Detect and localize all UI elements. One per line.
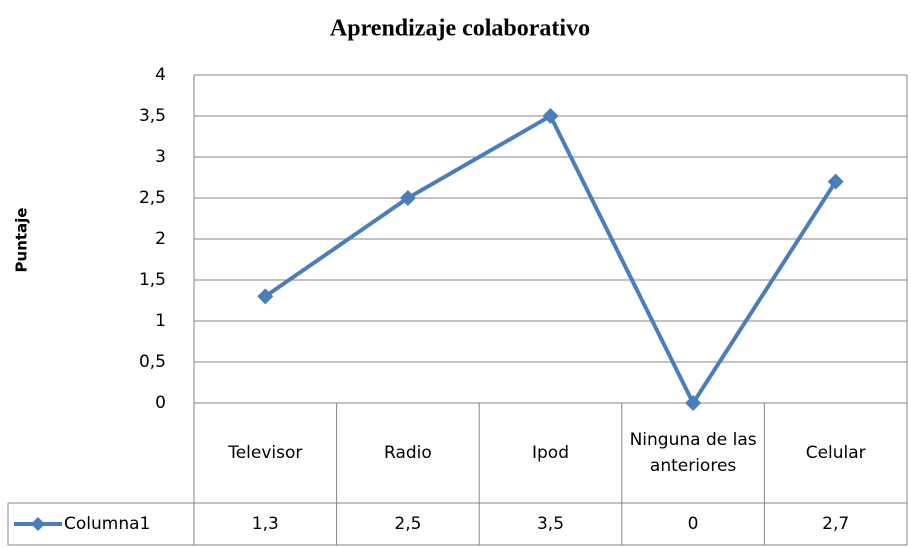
chart-title: Aprendizaje colaborativo [330, 16, 590, 42]
data-label: 1,3 [252, 514, 279, 534]
x-tick-label: Radio [384, 443, 432, 463]
category-cell: Televisor [228, 443, 303, 463]
x-tick-label: Ipod [531, 443, 569, 463]
category-cell: Ninguna de las anteriores [629, 430, 757, 476]
data-label: 2,7 [822, 514, 849, 534]
data-label: 3,5 [537, 514, 564, 534]
x-tick-label: Ninguna de las anteriores [629, 430, 757, 476]
y-tick-label: 4 [155, 65, 166, 85]
data-label: 2,5 [394, 514, 421, 534]
x-tick-label: Televisor [228, 443, 303, 463]
category-cell: Ipod [531, 443, 569, 463]
y-tick-label: 1,5 [139, 270, 166, 290]
category-cell: Celular [805, 443, 866, 463]
y-tick-label: 3,5 [139, 106, 166, 126]
point-marker [827, 173, 844, 190]
x-tick-label: Celular [805, 443, 866, 463]
y-tick-label: 2,5 [139, 188, 166, 208]
series-line [264, 114, 838, 405]
point-marker [257, 288, 274, 305]
y-tick-label: 0,5 [139, 352, 166, 372]
point-marker [399, 190, 416, 206]
point-marker [685, 395, 702, 411]
data-label: 0 [688, 514, 699, 534]
category-cell: Radio [384, 443, 432, 463]
y-tick-label: 3 [155, 147, 166, 167]
legend-key [31, 517, 45, 531]
y-tick-label: 0 [155, 393, 166, 413]
y-axis-label: Puntaje [13, 208, 31, 273]
y-tick-label: 2 [155, 229, 166, 249]
point-marker [542, 108, 559, 124]
y-tick-label: 1 [155, 311, 166, 331]
legend-label: Columna1 [64, 514, 150, 534]
